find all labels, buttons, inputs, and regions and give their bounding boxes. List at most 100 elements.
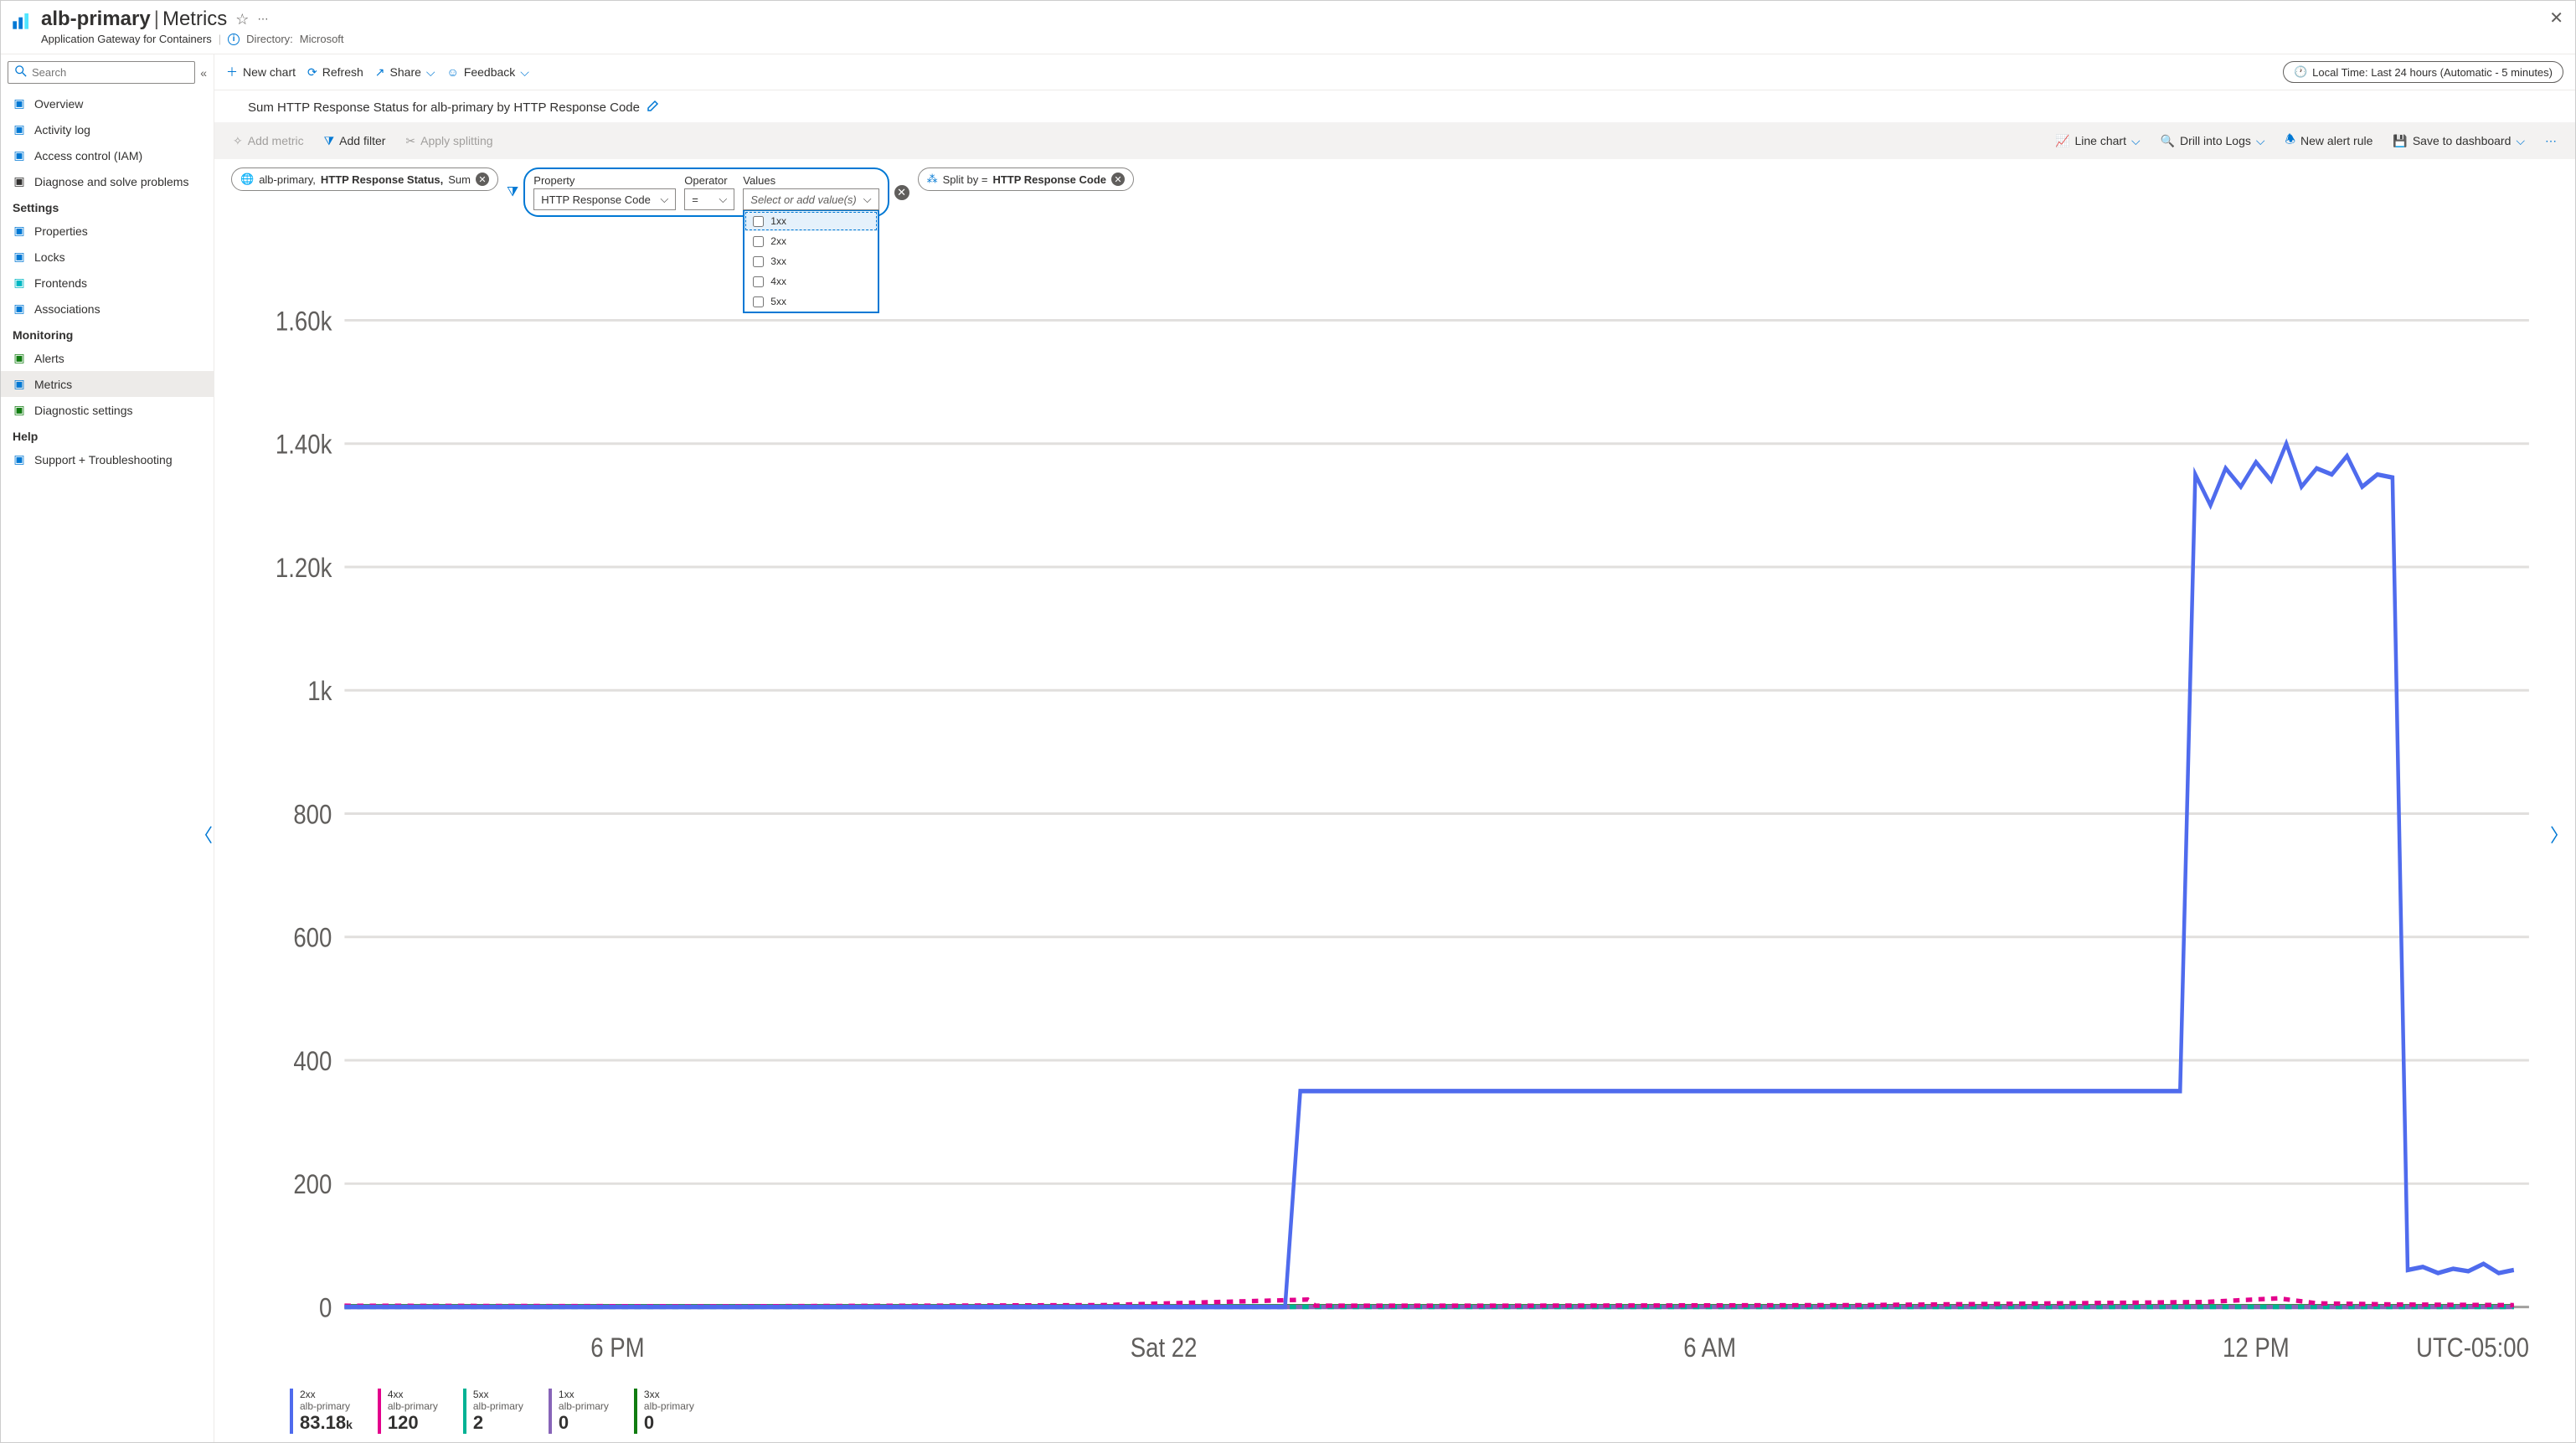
option-checkbox[interactable] [753, 236, 764, 247]
option-checkbox[interactable] [753, 276, 764, 287]
sidebar-item-label: Diagnostic settings [34, 404, 133, 417]
split-pill[interactable]: ⁂ Split by = HTTP Response Code ✕ [918, 167, 1134, 191]
option-checkbox[interactable] [753, 296, 764, 307]
resource-type-label: Application Gateway for Containers [41, 33, 212, 45]
feedback-button[interactable]: ☺Feedback⌵ [447, 65, 529, 80]
filter-operator-select[interactable]: =⌵ [684, 188, 734, 210]
section-settings: Settings [1, 194, 214, 218]
sidebar-item[interactable]: ▣ Access control (IAM) [1, 142, 214, 168]
time-range-selector[interactable]: 🕐 Local Time: Last 24 hours (Automatic -… [2283, 61, 2563, 83]
svg-text:6 PM: 6 PM [590, 1333, 644, 1363]
people-icon: ▣ [13, 148, 26, 162]
metrics-icon: ▣ [13, 377, 26, 391]
filter-value-option[interactable]: 2xx [744, 231, 877, 251]
legend-item[interactable]: 5xx alb-primary 2 [463, 1389, 523, 1434]
edit-title-icon[interactable] [647, 99, 660, 116]
info-icon[interactable]: i [228, 33, 240, 45]
chart-next-icon[interactable]: 〉 [2550, 821, 2568, 848]
sidebar-item[interactable]: ▣Support + Troubleshooting [1, 446, 214, 472]
svg-text:1.60k: 1.60k [276, 307, 332, 337]
save-dashboard-button[interactable]: 💾Save to dashboard⌵ [2386, 131, 2532, 152]
section-monitoring: Monitoring [1, 322, 214, 345]
filter-value-option[interactable]: 4xx [744, 271, 877, 291]
new-chart-button[interactable]: ＋New chart [226, 64, 296, 80]
sidebar-item[interactable]: ▣ Activity log [1, 116, 214, 142]
legend-item[interactable]: 1xx alb-primary 0 [549, 1389, 609, 1434]
sidebar-item-label: Overview [34, 97, 83, 111]
main-toolbar: ＋New chart ⟳Refresh ↗Share⌵ ☺Feedback⌵ 🕐… [214, 54, 2575, 90]
legend-item[interactable]: 3xx alb-primary 0 [634, 1389, 694, 1434]
option-checkbox[interactable] [753, 216, 764, 227]
metrics-chart: 2004006008001k1.20k1.40k1.60k06 PMSat 22… [240, 234, 2550, 1382]
log-icon: ▣ [13, 122, 26, 137]
legend-item[interactable]: 4xx alb-primary 120 [378, 1389, 438, 1434]
legend-item[interactable]: 2xx alb-primary 83.18k [290, 1389, 353, 1434]
sidebar-item[interactable]: ▣ Locks [1, 244, 214, 270]
sidebar-item-label: Associations [34, 302, 100, 316]
sidebar-item[interactable]: ▣ Diagnostic settings [1, 397, 214, 423]
chart-legend: 2xx alb-primary 83.18k 4xx alb-primary 1… [240, 1382, 2550, 1434]
sidebar-item-label: Access control (IAM) [34, 149, 142, 162]
sidebar-item-label: Diagnose and solve problems [34, 175, 188, 188]
svg-text:UTC-05:00: UTC-05:00 [2416, 1333, 2529, 1363]
drill-logs-button[interactable]: 🔍Drill into Logs⌵ [2154, 131, 2272, 152]
refresh-button[interactable]: ⟳Refresh [307, 65, 363, 80]
remove-filter-icon[interactable]: ✕ [894, 185, 909, 200]
sidebar-item[interactable]: ▣Alerts [1, 345, 214, 371]
filter-values-select[interactable]: Select or add value(s)⌵ [743, 188, 878, 210]
chart-prev-icon[interactable]: 〈 [194, 821, 213, 848]
sidebar-item[interactable]: ▣Overview [1, 90, 214, 116]
wrench-icon: ▣ [13, 174, 26, 188]
sidebar-search[interactable] [8, 61, 195, 84]
sidebar-item-label: Frontends [34, 276, 87, 290]
filter-value-option[interactable]: 5xx [744, 291, 877, 312]
add-filter-button[interactable]: ⧩Add filter [317, 131, 393, 152]
favorite-icon[interactable]: ☆ [235, 11, 249, 28]
sidebar-collapse-icon[interactable]: « [200, 66, 207, 80]
directory-label: Directory: [246, 33, 293, 45]
svg-text:200: 200 [293, 1170, 332, 1200]
search-input[interactable] [32, 66, 188, 79]
sidebar-item[interactable]: ▣ Frontends [1, 270, 214, 296]
sidebar-item-label: Activity log [34, 123, 90, 137]
diag-icon: ▣ [13, 403, 26, 417]
lock-icon: ▣ [13, 250, 26, 264]
sidebar-item[interactable]: ▣Metrics [1, 371, 214, 397]
new-alert-button[interactable]: 🕭New alert rule [2279, 127, 2380, 154]
metric-pill[interactable]: 🌐 alb-primary, HTTP Response Status, Sum… [231, 167, 498, 191]
filter-property-select[interactable]: HTTP Response Code⌵ [533, 188, 676, 210]
resource-icon: 🌐 [240, 173, 254, 186]
sidebar-item[interactable]: ▣Properties [1, 218, 214, 244]
chart-title: Sum HTTP Response Status for alb-primary… [248, 100, 640, 115]
frontend-icon: ▣ [13, 276, 26, 290]
svg-text:1k: 1k [307, 677, 332, 707]
page-header: alb-primary|Metrics ☆ ⋯ Application Gate… [1, 1, 2575, 54]
filter-editor: Property HTTP Response Code⌵ Operator =⌵ [523, 167, 889, 217]
split-icon: ⁂ [927, 173, 938, 186]
remove-metric-icon[interactable]: ✕ [476, 173, 489, 186]
add-metric-button[interactable]: ✧Add metric [226, 131, 311, 152]
svg-text:6 AM: 6 AM [1683, 1333, 1736, 1363]
filter-value-option[interactable]: 3xx [744, 251, 877, 271]
svg-text:600: 600 [293, 924, 332, 954]
chart-more-icon[interactable]: ⋯ [2538, 131, 2563, 152]
chart-type-selector[interactable]: 📈Line chart⌵ [2048, 131, 2147, 152]
main-content: ＋New chart ⟳Refresh ↗Share⌵ ☺Feedback⌵ 🕐… [214, 54, 2575, 1442]
more-menu-icon[interactable]: ⋯ [257, 13, 268, 26]
svg-text:Sat 22: Sat 22 [1131, 1333, 1198, 1363]
remove-split-icon[interactable]: ✕ [1111, 173, 1125, 186]
filter-value-option[interactable]: 1xx [744, 211, 877, 231]
option-checkbox[interactable] [753, 256, 764, 267]
apply-splitting-button[interactable]: ✂Apply splitting [399, 131, 499, 152]
alert-icon: ▣ [13, 351, 26, 365]
svg-text:400: 400 [293, 1047, 332, 1077]
directory-value: Microsoft [300, 33, 344, 45]
close-icon[interactable]: ✕ [2549, 8, 2563, 28]
chart-toolbar: ✧Add metric ⧩Add filter ✂Apply splitting… [214, 122, 2575, 159]
sidebar-item-label: Locks [34, 250, 65, 264]
share-button[interactable]: ↗Share⌵ [375, 65, 435, 80]
sidebar-item[interactable]: ▣ Diagnose and solve problems [1, 168, 214, 194]
resource-type-icon [11, 8, 34, 31]
sidebar-item-label: Properties [34, 224, 88, 238]
sidebar-item[interactable]: ▣Associations [1, 296, 214, 322]
